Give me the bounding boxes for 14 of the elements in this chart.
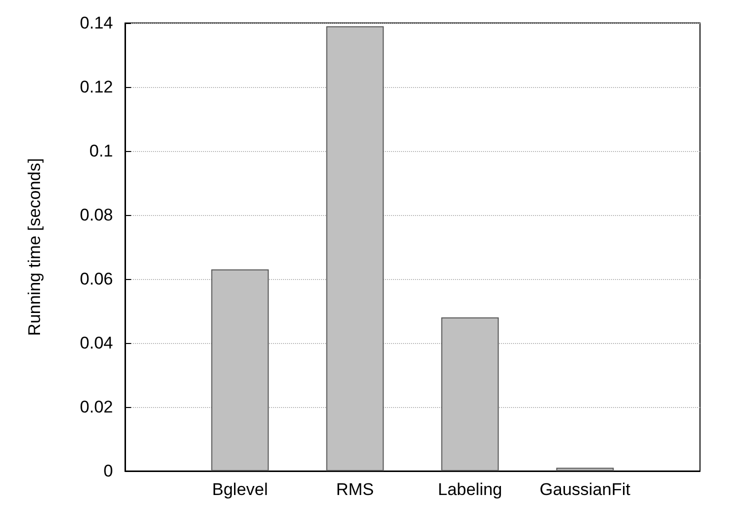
x-tick-label: Bglevel [212,480,268,499]
x-tick-label: RMS [336,480,374,499]
y-tick-label: 0 [104,462,113,480]
x-tick-label: Labeling [438,480,502,499]
y-tick-label: 0.12 [80,78,113,96]
y-tick-label: 0.1 [89,142,113,160]
bar [556,468,614,471]
y-tick-label: 0.02 [80,398,113,416]
x-tick-label: GaussianFit [540,480,631,499]
y-axis-title: Running time [seconds] [25,158,44,336]
y-tick-label: 0.04 [80,334,113,352]
y-tick-label: 0.08 [80,206,113,224]
y-tick-label: 0.14 [80,14,113,32]
y-tick-label: 0.06 [80,270,113,288]
